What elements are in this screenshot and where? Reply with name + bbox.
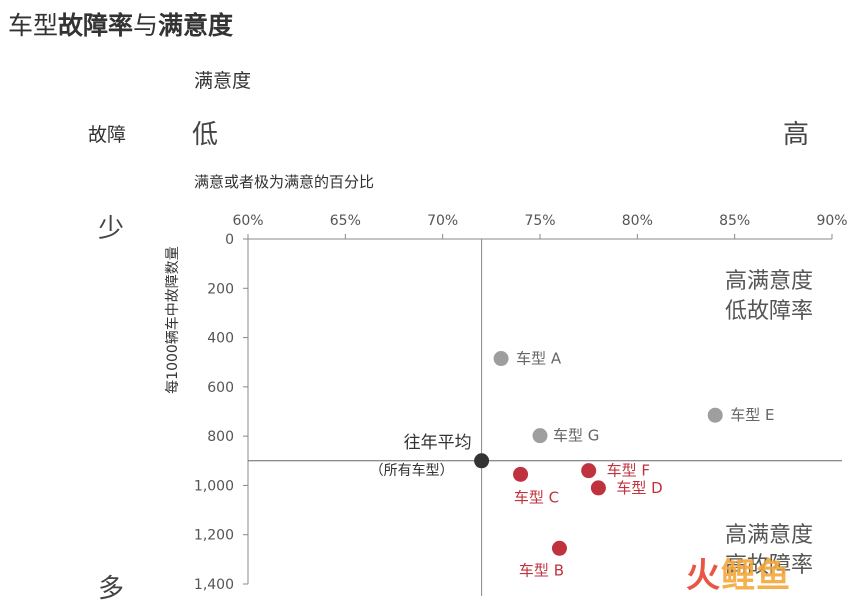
data-point xyxy=(513,466,529,482)
data-label: 车型 D xyxy=(616,479,662,497)
data-label: 车型 E xyxy=(730,406,774,424)
y-tick-label: 400 xyxy=(207,331,234,347)
data-point xyxy=(532,428,548,444)
fault-many-label: 多 xyxy=(98,574,125,604)
data-label: 车型 G xyxy=(553,427,599,445)
data-labels: 往年平均 （所有车型） 车型 A 车型 G 车型 E 车型 C 车型 F车型 D 车型 B xyxy=(370,350,775,580)
quadrant-top-right-line1: 高满意度 xyxy=(725,269,813,294)
data-label: 车型 C xyxy=(514,488,559,506)
data-point xyxy=(707,407,723,423)
data-point xyxy=(581,463,597,479)
data-point xyxy=(551,540,567,556)
x-tick-label: 70% xyxy=(427,213,458,229)
average-point xyxy=(474,453,490,469)
chart-ticks: 60% 65% 70% 75% 80% 85% 90% 0 200 400 600 800 1,000 1… xyxy=(194,213,848,593)
satisfaction-low-label: 低 xyxy=(192,120,219,150)
quadrant-top-right-line2: 低故障率 xyxy=(725,299,813,324)
y-tick-label: 1,400 xyxy=(194,577,234,593)
fault-few-label: 少 xyxy=(98,214,125,244)
page-title: 车型故障率与满意度 xyxy=(8,11,234,40)
y-tick-label: 600 xyxy=(207,380,234,396)
y-tick-label: 200 xyxy=(207,281,234,297)
data-label: 车型 B xyxy=(519,561,564,579)
x-tick-label: 65% xyxy=(330,213,361,229)
data-point xyxy=(590,480,606,496)
average-sublabel: （所有车型） xyxy=(370,462,454,479)
watermark-logo: 火鲤鱼 xyxy=(686,556,791,596)
fault-heading: 故障 xyxy=(88,124,127,146)
data-label: 车型 A xyxy=(516,350,562,368)
average-lines xyxy=(248,239,842,596)
quadrant-bottom-right-line1: 高满意度 xyxy=(725,523,813,548)
y-tick-label: 800 xyxy=(207,429,234,445)
x-tick-label: 85% xyxy=(719,213,750,229)
x-tick-label: 60% xyxy=(232,213,263,229)
quadrant-bottom-right-line2: 高故障率 xyxy=(725,553,813,578)
y-tick-label: 0 xyxy=(225,232,234,248)
x-tick-label: 90% xyxy=(816,213,847,229)
data-point xyxy=(493,351,509,367)
x-axis-label: 满意或者极为满意的百分比 xyxy=(194,173,375,191)
x-tick-label: 75% xyxy=(524,213,555,229)
satisfaction-heading: 满意度 xyxy=(194,70,252,92)
x-tick-label: 80% xyxy=(622,213,653,229)
data-points xyxy=(474,351,723,556)
average-label: 往年平均 xyxy=(404,433,472,453)
y-tick-label: 1,000 xyxy=(194,478,234,494)
y-tick-label: 1,200 xyxy=(194,528,234,544)
satisfaction-high-label: 高 xyxy=(783,120,810,150)
data-label: 车型 F xyxy=(607,462,650,480)
